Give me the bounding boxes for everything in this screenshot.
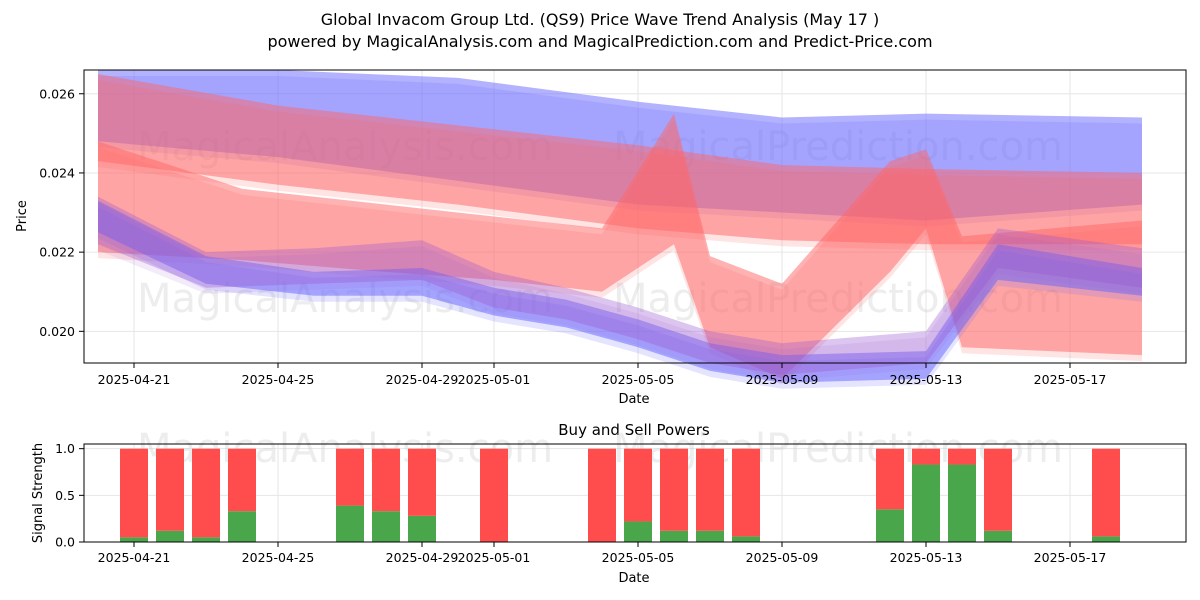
buy-bar: [948, 464, 976, 542]
signal-y-tick-label: 0.5: [55, 488, 75, 503]
sell-bar: [336, 448, 364, 506]
sell-bar: [696, 448, 724, 531]
signal-bars: [120, 448, 1120, 542]
buy-bar: [984, 530, 1012, 542]
signal-axis-ticks: 2025-04-21 2025-04-25 2025-04-29 2025-05-01…: [55, 441, 1106, 565]
wave-band-red-2: [98, 113, 1142, 379]
signal-x-tick-label: 2025-04-29: [386, 550, 459, 565]
signal-x-tick-label: 2025-05-09: [746, 550, 819, 565]
price-y-tick-label: 0.026: [39, 86, 75, 101]
buy-bar: [228, 511, 256, 542]
buy-bar: [732, 536, 760, 542]
sell-bar: [732, 448, 760, 537]
signal-x-tick-label: 2025-05-13: [890, 550, 963, 565]
signal-y-tick-label: 1.0: [55, 441, 75, 456]
sell-bar: [948, 448, 976, 465]
price-x-tick-label: 2025-04-29: [386, 372, 459, 387]
wave-band-echo-red-2: [98, 119, 1142, 385]
sell-bar: [228, 448, 256, 512]
buy-bar: [372, 511, 400, 542]
sell-bar: [408, 448, 436, 516]
buy-bar: [156, 530, 184, 542]
wave-band-blue-3: [98, 200, 1142, 383]
price-y-tick-label: 0.020: [39, 324, 75, 339]
buy-bar: [1092, 536, 1120, 542]
price-x-tick-label: 2025-05-13: [890, 372, 963, 387]
signal-panel: Buy and Sell Powers MagicalAnalysis.com …: [31, 421, 1187, 586]
wave-band-echo-blue-3: [98, 206, 1142, 389]
sell-bar: [588, 448, 616, 542]
price-x-tick-label: 2025-05-17: [1034, 372, 1107, 387]
sell-bar: [624, 448, 652, 522]
signal-panel-title: Buy and Sell Powers: [558, 421, 710, 439]
sell-bar: [120, 448, 148, 538]
price-y-axis-label: Price: [15, 200, 30, 232]
signal-y-axis-label: Signal Strength: [31, 443, 46, 543]
buy-bar: [192, 537, 220, 542]
buy-bar: [696, 530, 724, 542]
sell-bar: [192, 448, 220, 538]
buy-bar: [912, 464, 940, 542]
price-x-tick-label: 2025-04-21: [98, 372, 171, 387]
buy-bar: [660, 530, 688, 542]
sell-bar: [660, 448, 688, 531]
signal-y-tick-label: 0.0: [55, 535, 75, 550]
sell-bar: [912, 448, 940, 465]
sell-bar: [156, 448, 184, 531]
price-x-axis-label: Date: [618, 392, 649, 407]
sell-bar: [372, 448, 400, 512]
buy-bar: [408, 515, 436, 542]
signal-x-tick-label: 2025-04-21: [98, 550, 171, 565]
signal-plot-frame: [83, 443, 1187, 543]
sell-bar: [876, 448, 904, 510]
sell-bar: [984, 448, 1012, 531]
signal-x-tick-label: 2025-05-05: [602, 550, 675, 565]
buy-bar: [624, 521, 652, 542]
price-x-tick-label: 2025-05-09: [746, 372, 819, 387]
buy-bar: [336, 505, 364, 542]
sell-bar: [480, 448, 508, 542]
sell-bar: [1092, 448, 1120, 537]
signal-x-tick-label: 2025-05-01: [458, 550, 531, 565]
signal-x-tick-label: 2025-04-25: [242, 550, 315, 565]
price-wave-bands: [98, 70, 1142, 389]
chart-title-line1: Global Invacom Group Ltd. (QS9) Price Wa…: [321, 10, 879, 29]
price-y-tick-label: 0.022: [39, 245, 75, 260]
price-panel: MagicalAnalysis.com MagicalPrediction.co…: [15, 69, 1187, 407]
signal-x-tick-label: 2025-05-17: [1034, 550, 1107, 565]
price-y-tick-label: 0.024: [39, 165, 75, 180]
price-x-tick-label: 2025-04-25: [242, 372, 315, 387]
price-axis-ticks: 2025-04-21 2025-04-25 2025-04-29 2025-05-01…: [39, 86, 1106, 387]
signal-x-axis-label: Date: [618, 571, 649, 586]
price-plot-frame: [83, 69, 1187, 364]
price-x-tick-label: 2025-05-01: [458, 372, 531, 387]
buy-bar: [120, 537, 148, 542]
chart-title-line2: powered by MagicalAnalysis.com and Magic…: [267, 32, 932, 51]
buy-bar: [876, 509, 904, 542]
price-x-tick-label: 2025-05-05: [602, 372, 675, 387]
